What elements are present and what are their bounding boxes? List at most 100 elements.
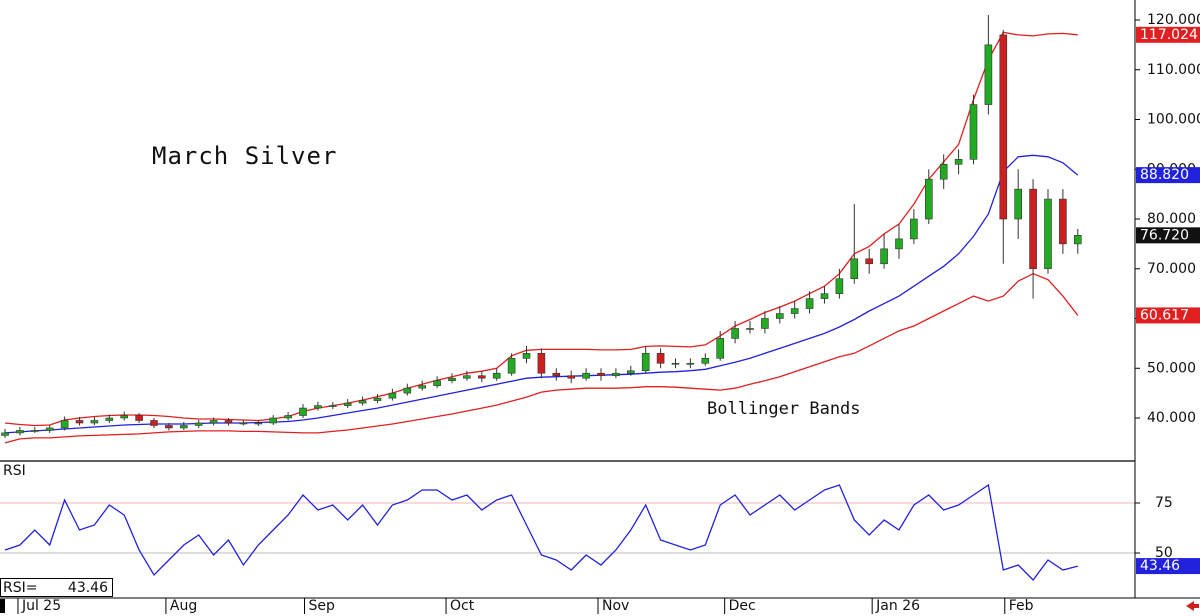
y-tick-label: 40.000 xyxy=(1147,410,1196,426)
x-tick-label: Sep xyxy=(308,598,335,614)
candle-body xyxy=(701,358,710,364)
candle-body xyxy=(522,353,531,359)
last-value-label: 88.820 xyxy=(1140,167,1189,183)
candle-body xyxy=(373,397,382,401)
candle-body xyxy=(790,308,799,314)
candle-body xyxy=(910,218,918,240)
lower-band xyxy=(4,272,1079,444)
candle-body xyxy=(90,420,99,424)
candle-body xyxy=(805,298,814,309)
candle-body xyxy=(895,238,903,250)
candle-body xyxy=(463,375,471,379)
x-tick-label: Jul 25 xyxy=(21,598,61,614)
candle-body xyxy=(492,372,501,379)
candle-body xyxy=(969,104,978,160)
candle-body xyxy=(1014,188,1022,220)
y-tick-label: 50.000 xyxy=(1147,360,1196,376)
last-value-label: 60.617 xyxy=(1140,307,1189,323)
candle-body xyxy=(984,44,993,105)
rsi-label: RSI xyxy=(3,463,26,479)
candle-body xyxy=(1044,198,1052,270)
x-tick-label: Oct xyxy=(450,598,475,614)
candle-body xyxy=(150,420,158,426)
candle-body xyxy=(194,422,203,426)
candle-body xyxy=(731,328,739,339)
rsi-readout-label: RSI= xyxy=(3,580,37,596)
candle-body xyxy=(358,400,367,404)
candle-body xyxy=(954,159,963,165)
rsi-tick-label: 50 xyxy=(1155,545,1173,561)
candle-body xyxy=(477,375,486,379)
candle-body xyxy=(612,372,620,377)
candle-body xyxy=(1,432,9,436)
y-tick-label: 120.000 xyxy=(1147,12,1200,28)
candle-body xyxy=(269,417,278,424)
chart-title: March Silver xyxy=(152,142,337,170)
last-value-box xyxy=(1136,307,1200,324)
candle-body xyxy=(850,258,859,280)
candle-body xyxy=(746,328,754,330)
candle-body xyxy=(507,358,516,374)
last-value-box xyxy=(1136,26,1200,43)
candle-body xyxy=(671,362,680,365)
candle-body xyxy=(865,258,873,265)
rsi-readout-box xyxy=(0,578,113,597)
x-tick-label: Aug xyxy=(170,598,197,614)
candle-body xyxy=(1029,188,1037,270)
rsi-line xyxy=(4,483,1078,581)
candle-body xyxy=(716,338,724,359)
candle-body xyxy=(880,248,888,265)
candle-body xyxy=(403,387,412,394)
y-tick-label: 110.000 xyxy=(1147,62,1200,78)
last-value-label: 43.46 xyxy=(1140,558,1180,574)
candle-body xyxy=(775,313,784,319)
candle-body xyxy=(641,353,650,372)
candle-body xyxy=(343,402,352,406)
candle-body xyxy=(820,293,829,299)
candle-body xyxy=(939,163,948,180)
candle-body xyxy=(209,420,218,424)
candle-body xyxy=(433,380,441,386)
candle-body xyxy=(537,353,546,374)
candle-body xyxy=(626,370,635,374)
candle-body xyxy=(686,362,695,365)
candle-body xyxy=(135,415,143,421)
annotation: Bollinger Bands xyxy=(707,399,861,419)
candle-body xyxy=(165,425,173,429)
candle-body xyxy=(120,415,129,419)
candle-body xyxy=(60,420,69,429)
candle-body xyxy=(180,425,188,429)
candle-body xyxy=(31,430,39,432)
candle-body xyxy=(582,372,590,379)
candle-body xyxy=(1059,198,1067,245)
candle-body xyxy=(284,415,292,419)
scroll-marker xyxy=(0,599,5,613)
candle-body xyxy=(924,178,933,220)
candle-body xyxy=(314,405,322,409)
candle-body xyxy=(224,420,233,424)
candle-body xyxy=(1073,235,1082,245)
x-tick-label: Dec xyxy=(729,598,756,614)
candle-body xyxy=(299,407,307,416)
candle-body xyxy=(254,422,263,425)
x-tick-label: Feb xyxy=(1009,598,1034,614)
candle-body xyxy=(75,420,84,424)
last-value-label: 76.720 xyxy=(1140,227,1189,243)
candle-body xyxy=(45,427,54,431)
candle-body xyxy=(761,318,769,329)
y-tick-label: 80.000 xyxy=(1147,211,1196,227)
candle-body xyxy=(328,405,337,407)
x-tick-label: Jan 26 xyxy=(875,598,920,614)
scroll-arrow[interactable] xyxy=(1186,601,1199,611)
last-value-box xyxy=(1136,558,1200,575)
candle-body xyxy=(448,377,456,381)
y-tick-label: 70.000 xyxy=(1147,261,1196,277)
candle-body xyxy=(567,375,575,379)
last-value-label: 117.024 xyxy=(1140,27,1198,43)
candle-body xyxy=(656,353,665,364)
x-tick-label: Nov xyxy=(602,598,629,614)
candle-body xyxy=(597,372,605,377)
candle-body xyxy=(105,417,114,421)
rsi-tick-label: 75 xyxy=(1155,495,1173,511)
